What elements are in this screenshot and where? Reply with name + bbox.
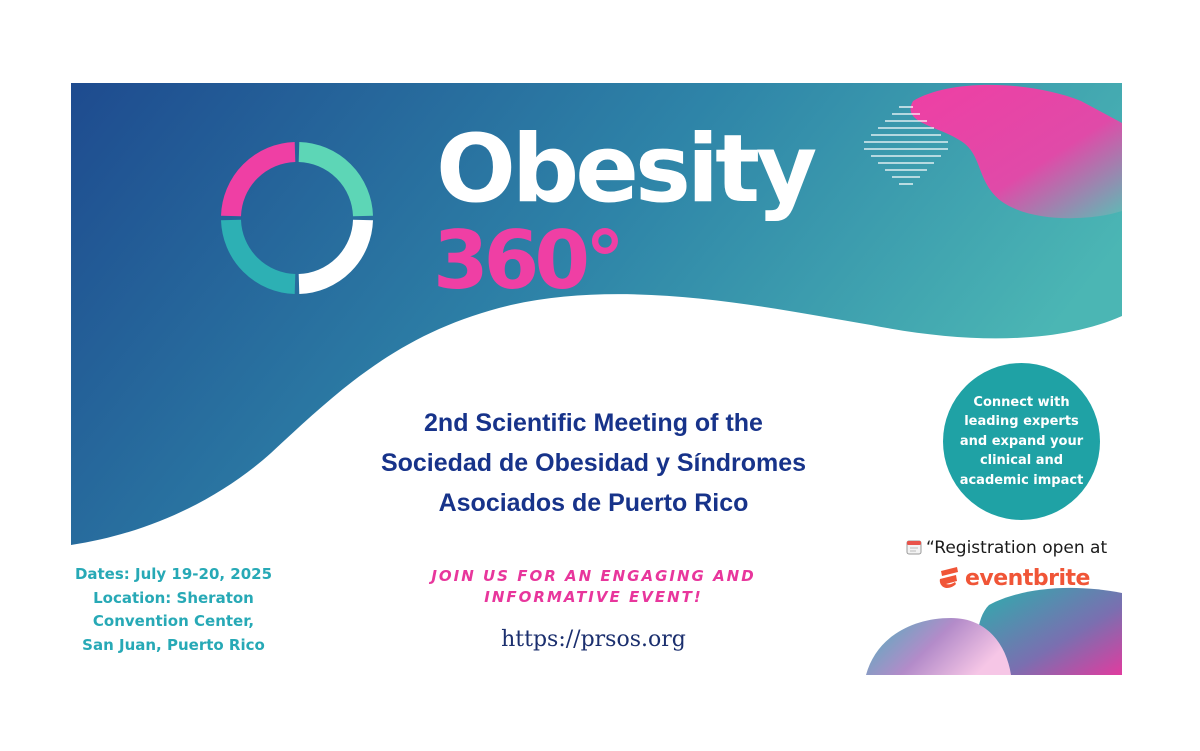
- bottom-right-blob-shape: [976, 587, 1122, 675]
- website-link[interactable]: https://prsos.org: [501, 627, 686, 652]
- registration-note: “Registration open at: [906, 538, 1121, 558]
- eventbrite-link[interactable]: eventbrite: [937, 563, 1090, 593]
- registration-text: “Registration open at: [926, 538, 1108, 558]
- event-info-line: Convention Center,: [92, 612, 255, 630]
- meeting-line: 2nd Scientific Meeting of the: [424, 409, 763, 437]
- event-info-line: Location: Sheraton: [93, 588, 254, 607]
- ring-logo-icon: [221, 142, 373, 294]
- striped-diamond-shape: [864, 106, 948, 185]
- event-banner: Obesity 360° 2nd Scientific Meeting of t…: [71, 83, 1122, 675]
- eventbrite-wordmark: eventbrite: [965, 565, 1090, 591]
- event-info-line: Dates: July 19-20, 2025: [74, 565, 273, 583]
- pink-blob-shape: [910, 84, 1122, 219]
- wave-shape: [71, 83, 1122, 545]
- meeting-line: Asociados de Puerto Rico: [438, 489, 749, 517]
- meeting-line: Sociedad de Obesidad y Síndromes: [380, 449, 807, 477]
- title-word: Obesity: [436, 115, 817, 224]
- bottom-right-light-blob-shape: [866, 618, 1011, 675]
- join-tagline: JOIN US FOR AN ENGAGING AND INFORMATIVE …: [371, 566, 816, 608]
- title-number: 360°: [433, 214, 625, 307]
- join-line: JOIN US FOR AN ENGAGING AND: [431, 567, 756, 585]
- connect-badge-text: Connect with leading experts and expand …: [959, 394, 1084, 488]
- event-info: Dates: July 19-20, 2025 Location: Sherat…: [71, 563, 276, 657]
- event-info-line: San Juan, Puerto Rico: [82, 635, 265, 654]
- meeting-heading: 2nd Scientific Meeting of the Sociedad d…: [341, 403, 846, 523]
- eventbrite-logo-icon: [939, 567, 958, 588]
- calendar-icon: [906, 540, 922, 555]
- banner-background: [71, 83, 1122, 675]
- connect-badge: Connect with leading experts and expand …: [943, 363, 1100, 520]
- join-line: INFORMATIVE EVENT!: [484, 588, 703, 606]
